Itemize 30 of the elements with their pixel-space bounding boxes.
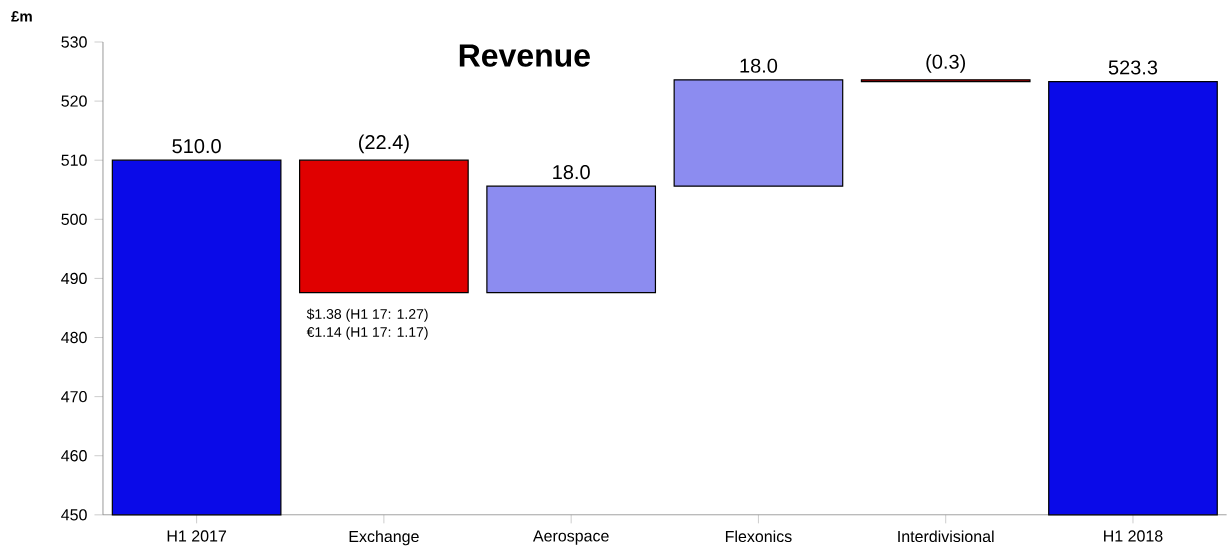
y-tick-label: 470 (61, 390, 87, 403)
data-label: 18.0 (740, 58, 778, 73)
x-tick-label: H1 2018 (1104, 530, 1163, 542)
bar (111, 159, 282, 516)
bar (673, 79, 844, 187)
y-tick-label: 450 (61, 509, 87, 521)
x-tick-label: H1 2017 (167, 530, 227, 542)
y-tick-label: 480 (61, 331, 87, 344)
x-tick-label: Aerospace (532, 530, 609, 545)
x-tick-label: Interdivisional (898, 530, 994, 543)
y-tick-label: 510 (61, 154, 87, 166)
bar (486, 185, 657, 294)
y-tick-label: 520 (61, 95, 87, 107)
chart-title: Revenue (459, 44, 590, 67)
y-tick-label: 490 (61, 272, 87, 285)
data-label: 510.0 (172, 139, 221, 154)
x-tick-label: Exchange (349, 530, 419, 546)
y-tick-label: 500 (61, 213, 87, 226)
data-label: (0.3) (926, 54, 966, 73)
data-label: 18.0 (553, 165, 590, 180)
bar (299, 159, 469, 294)
x-tick-label: Flexonics (725, 530, 792, 543)
y-tick-label: 530 (61, 36, 87, 48)
annotation: $1.38 (H1 17: 1.27) (306, 308, 428, 322)
y-axis-title: £m (11, 11, 32, 22)
data-label: 523.3 (1108, 60, 1158, 75)
bar (1048, 81, 1218, 516)
annotation: €1.14 (H1 17: 1.17) (306, 326, 428, 340)
y-tick-label: 460 (61, 450, 87, 462)
data-label: (22.4) (359, 134, 409, 154)
